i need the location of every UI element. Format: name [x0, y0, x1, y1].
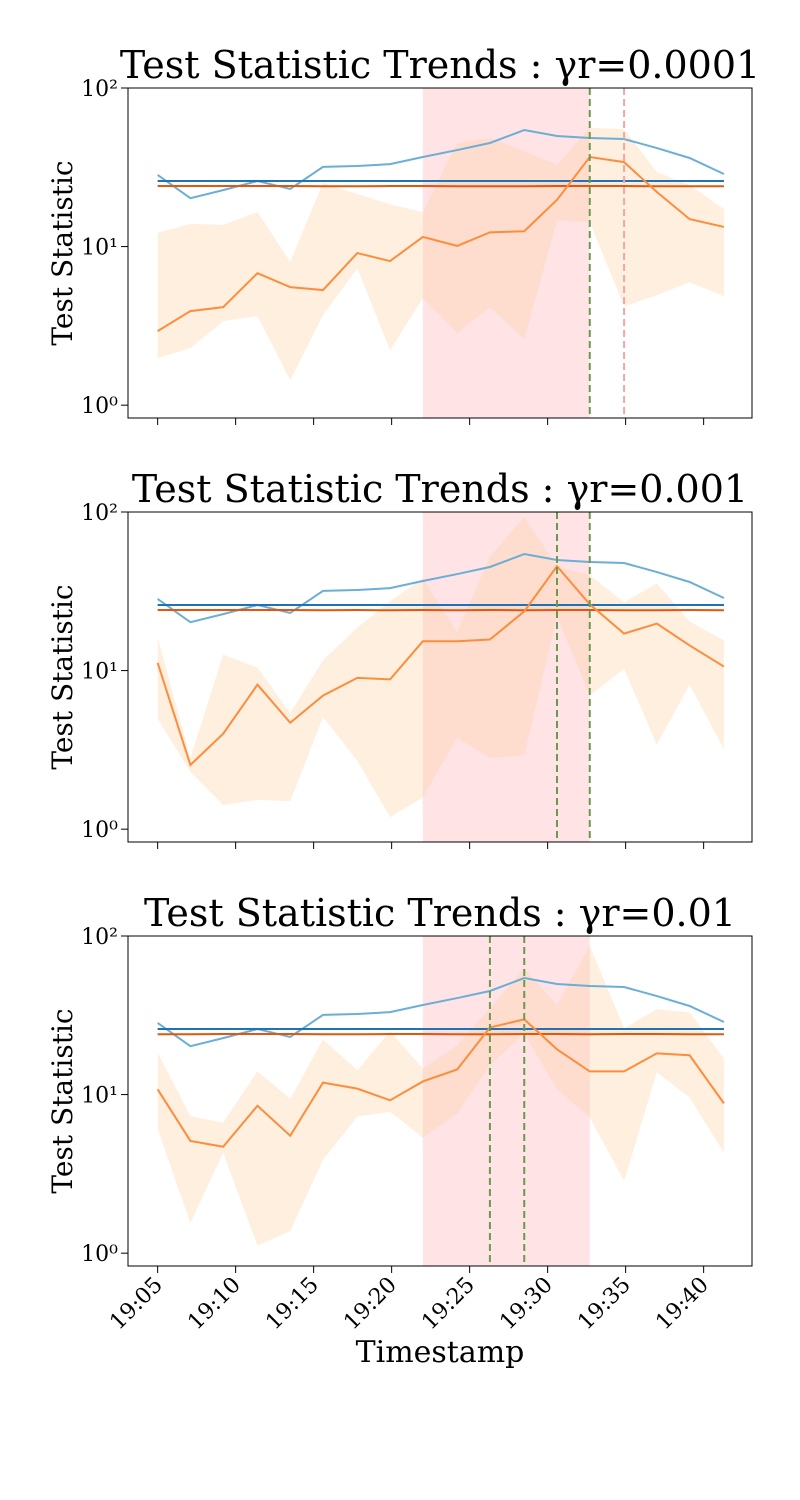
y-axis-label: Test Statistic	[46, 1008, 79, 1193]
confidence-band	[157, 127, 724, 381]
y-tick-label: 10²	[81, 925, 118, 950]
y-tick-label: 10¹	[81, 660, 118, 685]
axes-frame	[127, 87, 753, 419]
x-tick-label: 19:15	[261, 1273, 324, 1336]
y-tick-label: 10⁰	[81, 1242, 118, 1267]
x-tick-label: 19:10	[183, 1273, 246, 1336]
x-tick-label: 19:30	[495, 1273, 558, 1336]
x-tick-label: 19:20	[339, 1273, 402, 1336]
y-tick-label: 10⁰	[81, 394, 118, 419]
chart-title: Test Statistic Trends : γr=0.0001	[120, 43, 760, 87]
anomaly-region	[422, 936, 590, 1266]
series-line	[157, 977, 725, 1048]
axes-frame	[127, 511, 753, 843]
x-tick-label: 19:35	[573, 1273, 636, 1336]
y-tick-label: 10²	[81, 77, 118, 102]
series-line	[157, 129, 725, 200]
x-axis-label: Timestamp	[356, 1335, 525, 1370]
series-line	[157, 553, 725, 624]
anomaly-region	[422, 88, 590, 418]
y-tick-label: 10¹	[81, 236, 118, 261]
axes-frame	[127, 935, 753, 1267]
anomaly-region	[422, 512, 590, 842]
y-tick-label: 10⁰	[81, 818, 118, 843]
series-line	[156, 1018, 725, 1148]
x-tick-label: 19:05	[105, 1273, 168, 1336]
y-tick-label: 10²	[81, 501, 118, 526]
plot-area	[157, 88, 725, 418]
confidence-band	[157, 946, 724, 1246]
x-tick-label: 19:40	[651, 1273, 714, 1336]
series-line	[157, 155, 725, 332]
y-axis-label: Test Statistic	[46, 584, 79, 769]
y-tick-label: 10¹	[81, 1084, 118, 1109]
plot-area	[156, 936, 725, 1266]
confidence-band	[157, 516, 724, 818]
x-tick-label: 19:25	[417, 1273, 480, 1336]
plot-area	[156, 512, 725, 842]
y-axis-label: Test Statistic	[46, 160, 79, 345]
chart-title: Test Statistic Trends : γr=0.001	[132, 467, 748, 511]
chart-title: Test Statistic Trends : γr=0.01	[144, 891, 736, 935]
series-line	[156, 564, 725, 767]
